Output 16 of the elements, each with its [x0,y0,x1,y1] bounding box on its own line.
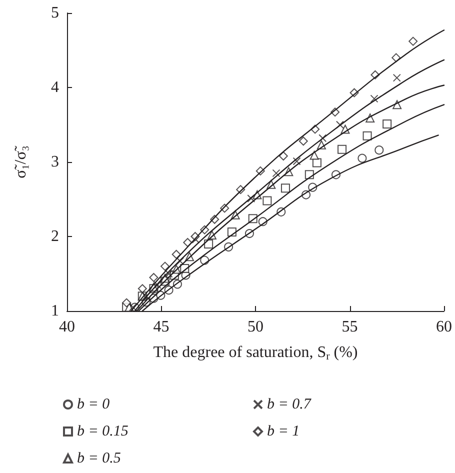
y-tick-label: 1 [51,302,59,320]
y-tick-label: 4 [51,79,59,96]
legend-label: b = 0.5 [77,450,122,466]
x-tick-label: 40 [59,318,75,336]
legend-label: b = 0 [77,396,110,412]
y-axis-title: σ̃₁/σ̃₃ [12,145,30,178]
legend-label: b = 1 [267,424,300,440]
legend-label: b = 0.15 [77,424,129,440]
x-tick-label: 55 [342,318,358,336]
y-tick-label: 2 [51,228,59,245]
y-tick-label: 5 [51,4,59,22]
x-tick-label: 45 [153,318,170,336]
x-tick-label: 50 [248,318,264,336]
x-tick-label: 60 [436,318,452,336]
legend-label: b = 0.7 [267,396,312,412]
y-tick-label: 3 [51,154,59,170]
